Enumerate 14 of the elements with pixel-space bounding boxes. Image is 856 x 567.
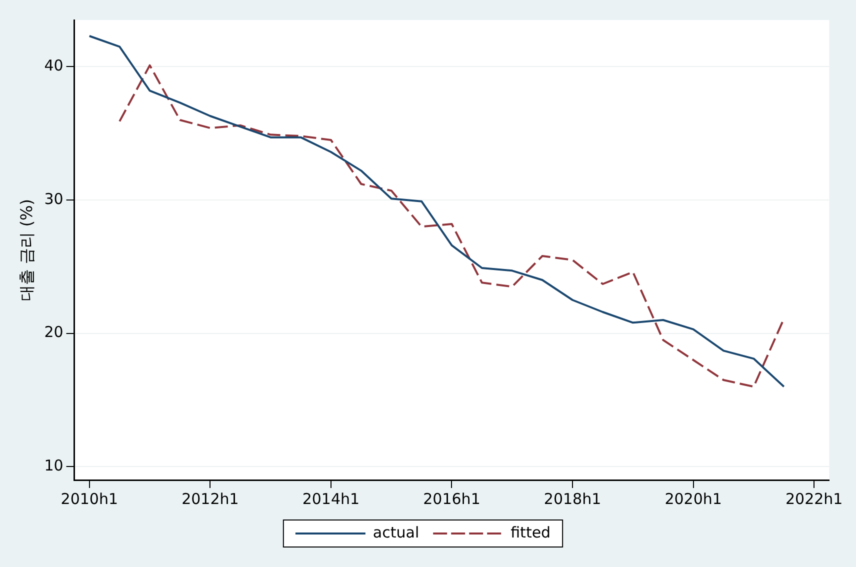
y-axis-title: 대출 금리 (%)	[16, 199, 36, 301]
x-tick-label: 2016h1	[423, 490, 480, 508]
x-tick-label: 2022h1	[785, 490, 843, 508]
x-tick-label: 2018h1	[544, 490, 602, 508]
legend-label: actual	[372, 523, 420, 542]
y-tick-label: 20	[44, 323, 64, 342]
legend-label: fitted	[510, 523, 551, 542]
y-tick-label: 30	[44, 190, 64, 208]
x-tick-label: 2014h1	[302, 490, 360, 508]
y-tick-label: 10	[44, 456, 64, 475]
y-tick-label: 40	[44, 56, 64, 75]
x-tick-label: 2020h1	[664, 490, 722, 508]
x-tick-label: 2012h1	[182, 490, 239, 508]
x-tick-label: 2010h1	[60, 490, 118, 508]
